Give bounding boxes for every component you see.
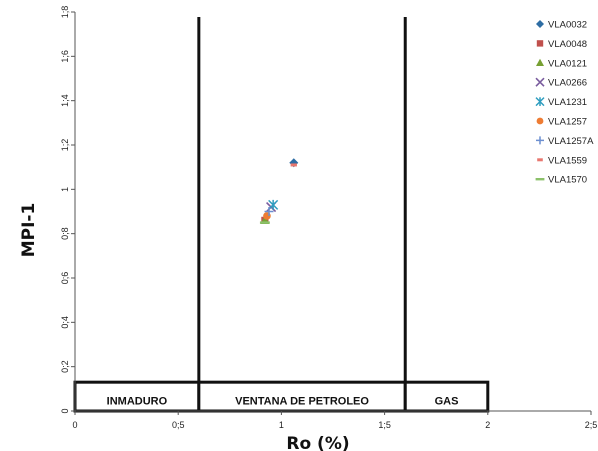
- legend-marker: [535, 178, 545, 181]
- zone-box: [403, 380, 490, 413]
- y-tick-label: 0;4: [60, 316, 70, 329]
- legend-marker: [536, 58, 544, 66]
- legend-label: VLA0032: [548, 20, 587, 31]
- axes: 0 0;2 0;4 0;6 0;8 1 1;2 1;4 1;6 1;8 0 0;5 1 1;5 2 2;5: [60, 6, 597, 430]
- x-tick-label: 2: [485, 420, 490, 430]
- maturity-zones: INMADURO VENTANA DE PETROLEO GAS: [73, 17, 490, 413]
- zone-label: INMADURO: [107, 396, 168, 408]
- legend-label: VLA1257A: [548, 136, 594, 147]
- legend-marker: [536, 117, 544, 125]
- legend-marker: [536, 20, 544, 28]
- y-tick-label: 1: [60, 187, 70, 192]
- y-tick-label: 1;4: [60, 94, 70, 107]
- data-points: [259, 158, 299, 224]
- legend-marker: [536, 40, 544, 47]
- y-tick-label: 0;8: [60, 227, 70, 240]
- y-tick-label: 0;2: [60, 360, 70, 373]
- zone-label: GAS: [435, 396, 459, 408]
- x-tick-label: 1: [279, 420, 284, 430]
- legend-label: VLA0048: [548, 39, 587, 50]
- x-tick-label: 1;5: [378, 420, 391, 430]
- y-tick-label: 1;2: [60, 139, 70, 152]
- data-point-vla1231: [268, 199, 279, 210]
- x-tick-label: 0: [72, 420, 77, 430]
- y-axis-title: MPI-1: [19, 203, 39, 258]
- legend-label: VLA1257: [548, 117, 587, 128]
- legend-marker: [537, 158, 543, 162]
- legend-label: VLA1559: [548, 155, 587, 166]
- data-point-vla1257a: [264, 207, 274, 216]
- y-tick-label: 0: [60, 408, 70, 413]
- legend: VLA0032 VLA0048 VLA0121 VLA0266 VLA1231 VLA12…: [535, 20, 594, 186]
- x-axis-title: Ro (%): [286, 434, 349, 451]
- y-tick-label: 1;8: [60, 6, 70, 19]
- x-tick-label: 2;5: [585, 420, 598, 430]
- x-tick-label: 0;5: [172, 420, 185, 430]
- y-tick-label: 0;6: [60, 272, 70, 285]
- y-tick-label: 1;6: [60, 50, 70, 63]
- data-point-vla1570: [259, 221, 270, 224]
- legend-marker: [536, 136, 544, 145]
- legend-label: VLA0121: [548, 58, 587, 69]
- legend-label: VLA1231: [548, 97, 587, 108]
- legend-label: VLA1570: [548, 175, 587, 186]
- data-point-vla1559: [290, 163, 297, 167]
- legend-label: VLA0266: [548, 78, 587, 89]
- legend-marker: [535, 97, 545, 107]
- legend-marker: [535, 77, 545, 87]
- zone-label: VENTANA DE PETROLEO: [235, 396, 369, 408]
